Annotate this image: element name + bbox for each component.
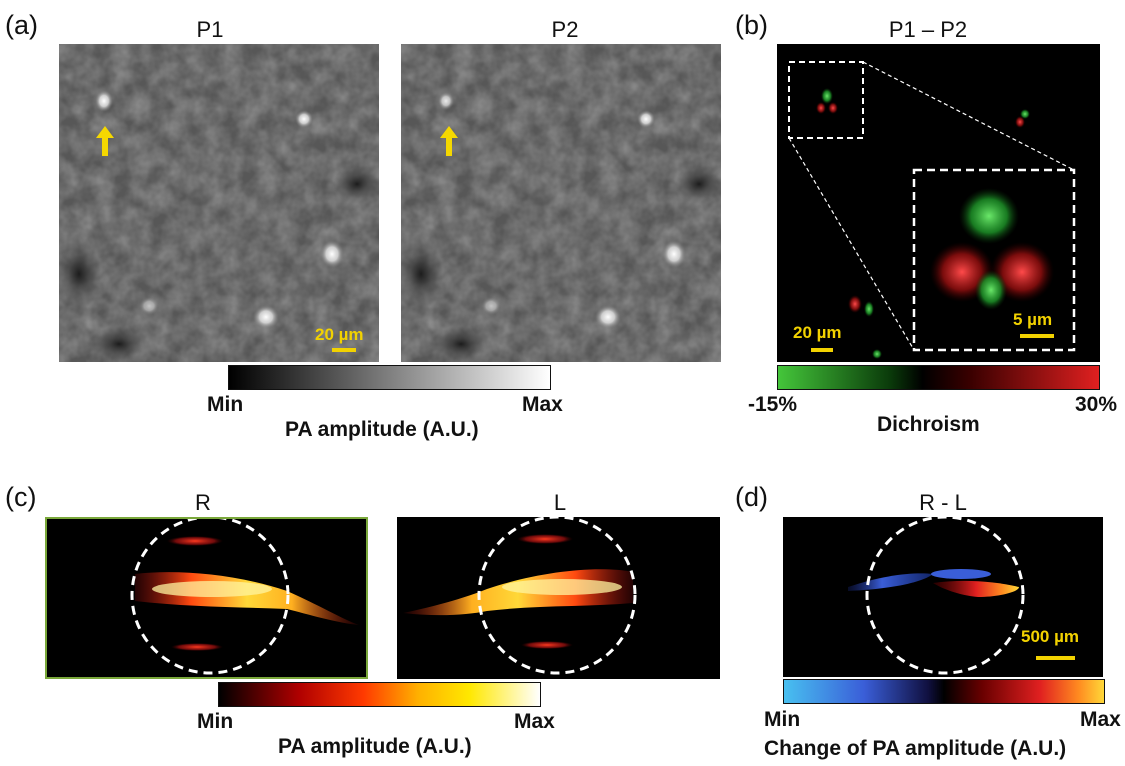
image-r xyxy=(45,517,368,679)
scalebar-label-d: 500 µm xyxy=(1021,627,1079,646)
arrow-icon xyxy=(96,126,114,156)
scalebar-b-main xyxy=(811,348,833,352)
panel-label-c: (c) xyxy=(5,482,37,512)
colorbar-b-max: 30% xyxy=(1075,393,1118,416)
panel-c-left-title: R xyxy=(195,490,211,515)
arrow-icon xyxy=(440,126,458,156)
panel-b-title: P1 – P2 xyxy=(888,17,968,42)
colorbar-c-min: Min xyxy=(197,710,234,733)
panel-label-d: (d) xyxy=(735,482,768,512)
image-p2 xyxy=(401,44,721,362)
colorbar-b-title: Dichroism xyxy=(877,413,980,436)
colorbar-d xyxy=(783,679,1105,704)
colorbar-d-min: Min xyxy=(764,708,801,731)
image-l xyxy=(397,517,720,679)
scalebar-a xyxy=(332,348,356,352)
image-p1: 20 µm xyxy=(59,44,379,362)
colorbar-b xyxy=(777,365,1100,390)
panel-c-right-title: L xyxy=(553,490,567,515)
colorbar-c xyxy=(218,682,541,707)
colorbar-b-min: -15% xyxy=(748,393,798,416)
colorbar-a-min: Min xyxy=(207,393,244,416)
colorbar-a xyxy=(228,365,551,390)
colorbar-d-max: Max xyxy=(1080,708,1121,731)
panel-a-right-title: P2 xyxy=(551,17,579,42)
scalebar-label-a: 20 µm xyxy=(315,325,364,344)
colorbar-d-title: Change of PA amplitude (A.U.) xyxy=(764,737,1067,760)
scalebar-b-inset xyxy=(1020,334,1054,338)
colorbar-c-title: PA amplitude (A.U.) xyxy=(278,735,472,758)
image-dichroism: 20 µm 5 µm xyxy=(777,44,1100,362)
colorbar-c-max: Max xyxy=(514,710,555,733)
scalebar-label-b-inset: 5 µm xyxy=(1013,310,1053,329)
scalebar-label-b-main: 20 µm xyxy=(793,323,842,342)
image-difference: 500 µm xyxy=(783,517,1103,677)
colorbar-a-max: Max xyxy=(522,393,563,416)
colorbar-a-title: PA amplitude (A.U.) xyxy=(285,418,479,441)
panel-d-title: R - L xyxy=(919,490,967,515)
panel-a-left-title: P1 xyxy=(196,17,224,42)
panel-label-a: (a) xyxy=(5,10,38,40)
panel-label-b: (b) xyxy=(735,10,768,40)
scalebar-d xyxy=(1036,656,1075,660)
